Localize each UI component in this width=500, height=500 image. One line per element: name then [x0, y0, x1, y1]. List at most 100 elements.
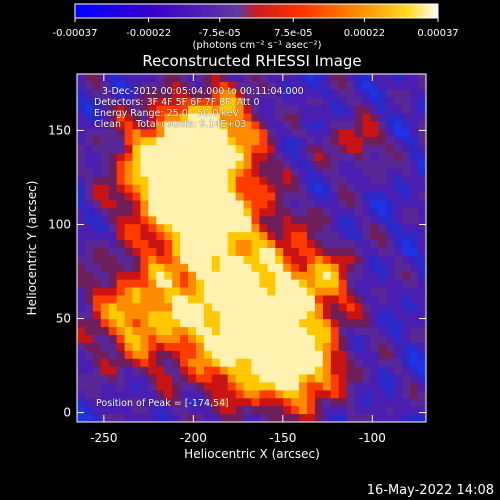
- heatmap-cell: [116, 327, 126, 336]
- heatmap-cell: [164, 232, 173, 241]
- heatmap-cell: [291, 216, 300, 225]
- heatmap-cell: [124, 319, 134, 328]
- heatmap-cell: [148, 81, 157, 91]
- heatmap-cell: [132, 200, 142, 210]
- heatmap-cell: [227, 184, 237, 194]
- heatmap-cell: [386, 232, 395, 241]
- heatmap-cell: [251, 97, 261, 107]
- heatmap-cell: [402, 81, 411, 91]
- heatmap-cell: [330, 137, 340, 146]
- heatmap-cell: [124, 327, 134, 336]
- heatmap-cell: [291, 319, 300, 328]
- heatmap-cell: [291, 153, 300, 162]
- colorbar-tick-label: 0.00022: [344, 28, 385, 39]
- heatmap-cell: [116, 248, 126, 257]
- heatmap-cell: [330, 287, 340, 297]
- heatmap-cell: [124, 121, 134, 130]
- heatmap-cell: [275, 271, 284, 281]
- heatmap-cell: [108, 248, 118, 257]
- heatmap-cell: [148, 398, 157, 407]
- heatmap-cell: [203, 295, 213, 304]
- heatmap-cell: [251, 255, 261, 265]
- heatmap-cell: [410, 271, 419, 281]
- heatmap-cell: [195, 248, 205, 257]
- heatmap-cell: [132, 398, 142, 407]
- heatmap-cell: [227, 232, 237, 241]
- heatmap-cell: [203, 382, 213, 391]
- heatmap-cell: [338, 295, 348, 304]
- heatmap-cell: [291, 161, 300, 170]
- heatmap-cell: [156, 81, 165, 91]
- heatmap-cell: [354, 335, 364, 344]
- heatmap-cell: [410, 153, 419, 162]
- heatmap-cell: [418, 303, 426, 312]
- heatmap-cell: [84, 382, 94, 391]
- heatmap-cell: [227, 342, 237, 352]
- heatmap-cell: [164, 113, 173, 123]
- heatmap-cell: [188, 97, 197, 107]
- heatmap-cell: [108, 200, 118, 210]
- heatmap-cell: [124, 161, 134, 170]
- heatmap-cell: [410, 176, 419, 186]
- heatmap-cell: [108, 74, 118, 83]
- heatmap-cell: [77, 319, 86, 328]
- heatmap-cell: [418, 168, 426, 178]
- heatmap-cell: [275, 192, 284, 202]
- heatmap-cell: [124, 382, 134, 391]
- heatmap-cell: [227, 168, 237, 178]
- heatmap-cell: [283, 224, 292, 233]
- heatmap-cell: [410, 263, 419, 273]
- heatmap-cell: [322, 89, 332, 99]
- heatmap-cell: [140, 319, 149, 328]
- heatmap-cell: [267, 232, 276, 241]
- heatmap-cell: [283, 342, 292, 352]
- heatmap-cell: [195, 327, 205, 336]
- heatmap-cell: [211, 89, 221, 99]
- heatmap-cell: [338, 382, 348, 391]
- heatmap-cell: [148, 271, 157, 281]
- heatmap-cell: [156, 287, 165, 297]
- heatmap-cell: [402, 303, 411, 312]
- heatmap-cell: [299, 232, 308, 241]
- heatmap-cell: [188, 145, 197, 154]
- heatmap-cell: [188, 374, 197, 384]
- heatmap-cell: [243, 287, 253, 297]
- heatmap-cell: [307, 335, 316, 344]
- heatmap-cell: [132, 327, 142, 336]
- heatmap-cell: [394, 295, 403, 304]
- heatmap-cell: [108, 271, 118, 281]
- heatmap-cell: [386, 208, 395, 217]
- heatmap-cell: [291, 287, 300, 297]
- heatmap-cell: [299, 406, 308, 415]
- heatmap-cell: [77, 303, 86, 312]
- heatmap-cell: [108, 216, 118, 225]
- heatmap-cell: [283, 248, 292, 257]
- heatmap-cell: [330, 390, 340, 399]
- heatmap-cell: [219, 240, 229, 249]
- heatmap-cell: [251, 374, 261, 384]
- heatmap-cell: [386, 406, 395, 415]
- heatmap-cell: [77, 263, 86, 273]
- heatmap-cell: [362, 303, 372, 312]
- heatmap-cell: [267, 255, 276, 265]
- heatmap-cell: [219, 113, 229, 123]
- heatmap-cell: [314, 319, 324, 328]
- heatmap-cell: [108, 153, 118, 162]
- heatmap-cell: [283, 113, 292, 123]
- heatmap-cell: [354, 303, 364, 312]
- heatmap-cell: [235, 414, 245, 422]
- heatmap-cell: [148, 137, 157, 146]
- heatmap-cell: [140, 382, 149, 391]
- heatmap-cell: [188, 129, 197, 138]
- heatmap-cell: [402, 240, 411, 249]
- heatmap-cell: [418, 105, 426, 115]
- heatmap-cell: [140, 232, 149, 241]
- heatmap-cell: [140, 216, 149, 225]
- heatmap-cell: [77, 216, 86, 225]
- heatmap-cell: [156, 295, 165, 304]
- heatmap-cell: [378, 176, 387, 186]
- heatmap-cell: [275, 129, 284, 138]
- heatmap-cell: [299, 248, 308, 257]
- heatmap-cell: [299, 279, 308, 289]
- heatmap-cell: [299, 382, 308, 391]
